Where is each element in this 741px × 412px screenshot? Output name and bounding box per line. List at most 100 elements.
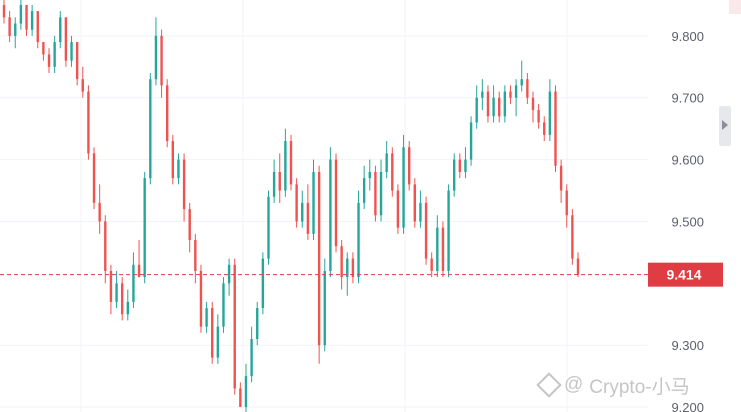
- candle: [143, 171, 146, 284]
- current-price-label: 9.414: [666, 267, 701, 283]
- candle-body: [571, 215, 574, 259]
- candle: [492, 85, 495, 123]
- candle: [407, 141, 411, 191]
- candle: [182, 153, 186, 222]
- candle-body: [357, 202, 360, 278]
- candle-body: [526, 79, 529, 98]
- candle: [424, 196, 428, 265]
- candle: [481, 79, 484, 111]
- candle-body: [81, 79, 84, 92]
- candle: [227, 258, 231, 296]
- candle: [430, 252, 433, 278]
- candle-body: [312, 171, 315, 234]
- candle: [104, 215, 107, 284]
- candle: [402, 134, 405, 234]
- candle-body: [436, 227, 439, 271]
- candle-body: [70, 42, 73, 61]
- candle-body: [30, 11, 34, 30]
- candle-body: [149, 79, 152, 179]
- candle: [36, 11, 39, 49]
- candle: [464, 147, 467, 179]
- candle-body: [531, 97, 535, 111]
- candle-body: [351, 258, 355, 278]
- candle: [194, 233, 197, 284]
- candle-body: [362, 178, 366, 203]
- candle-body: [441, 227, 445, 271]
- candle: [177, 153, 180, 185]
- candle-body: [205, 308, 208, 327]
- candle-body: [498, 97, 501, 117]
- candle-body: [227, 264, 231, 284]
- candle: [53, 35, 56, 73]
- candle-body: [126, 301, 130, 315]
- candle-body: [346, 258, 349, 278]
- candle: [284, 128, 287, 197]
- candle-body: [64, 17, 68, 61]
- candle-body: [25, 4, 28, 30]
- candle-body: [284, 141, 287, 191]
- candle-body: [115, 283, 118, 302]
- candle-body: [182, 159, 186, 210]
- candle: [520, 60, 523, 92]
- candle-body: [537, 110, 540, 123]
- candle-body: [194, 240, 197, 271]
- candle-body: [374, 171, 377, 216]
- candle: [154, 17, 158, 86]
- candle-body: [402, 147, 405, 228]
- candle-body: [216, 326, 220, 358]
- candle: [514, 79, 518, 117]
- candle: [447, 184, 450, 278]
- candle: [115, 270, 118, 309]
- y-tick-label: 9.600: [671, 153, 704, 168]
- candle: [436, 215, 439, 278]
- candle-body: [419, 202, 422, 222]
- candle: [267, 190, 270, 265]
- candle-body: [329, 159, 332, 271]
- candle-body: [244, 376, 248, 408]
- candle-body: [565, 190, 568, 216]
- candle: [503, 85, 507, 123]
- candle-body: [222, 283, 225, 327]
- price-scale-scroll-handle[interactable]: [719, 106, 731, 146]
- candle: [25, 4, 28, 36]
- candle: [222, 277, 225, 333]
- candle: [70, 35, 73, 67]
- candle-body: [379, 171, 383, 216]
- corner-indicator: [729, 0, 741, 14]
- candle: [537, 103, 540, 129]
- candle-body: [8, 17, 11, 36]
- candle-body: [520, 79, 523, 86]
- candle-body: [19, 4, 23, 24]
- price-axis: 9.800 9.700 9.600 9.500 9.300 9.200: [671, 29, 704, 412]
- candle-body: [239, 388, 242, 408]
- candle: [368, 159, 371, 191]
- candle-body: [250, 339, 253, 377]
- candle-body: [447, 190, 450, 271]
- candle-body: [132, 264, 135, 302]
- candle: [329, 147, 332, 278]
- candle-body: [92, 153, 96, 203]
- candle-body: [469, 122, 473, 160]
- candle-body: [492, 97, 495, 117]
- candle-body: [278, 171, 281, 191]
- candle: [323, 258, 326, 352]
- candle-body: [576, 258, 580, 275]
- candle-body: [391, 153, 394, 191]
- candle-body: [452, 159, 456, 191]
- candle: [413, 178, 417, 228]
- candle: [391, 147, 394, 197]
- candle-body: [509, 91, 512, 98]
- candle: [81, 66, 84, 98]
- candle-body: [211, 308, 214, 358]
- candle-body: [481, 91, 484, 98]
- candle-body: [368, 171, 371, 179]
- candle: [8, 11, 11, 43]
- candle: [132, 252, 135, 309]
- candle: [509, 85, 512, 104]
- candle: [357, 190, 360, 284]
- candle-body: [143, 178, 146, 278]
- candle: [458, 153, 462, 179]
- y-tick-label: 9.300: [671, 338, 704, 353]
- candle: [250, 326, 253, 383]
- current-price-line: 9.414: [0, 262, 723, 287]
